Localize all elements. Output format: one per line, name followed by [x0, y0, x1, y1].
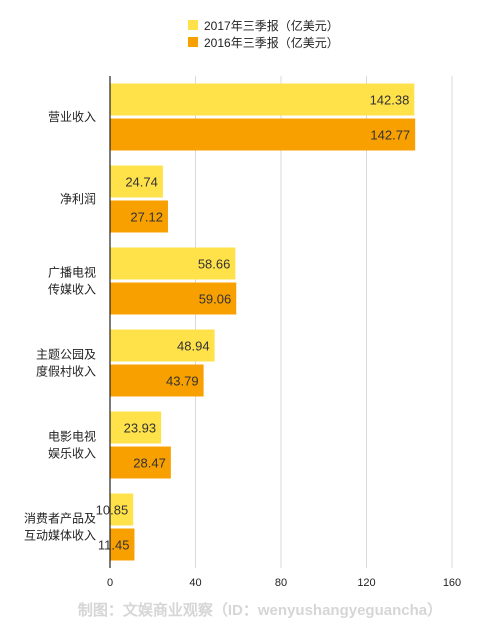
x-tick-label: 80: [275, 577, 287, 589]
data-label: 142.38: [370, 93, 410, 108]
bar: [110, 200, 168, 233]
data-label: 48.94: [177, 339, 210, 354]
x-tick-label: 120: [357, 577, 375, 589]
bar: [110, 364, 204, 397]
grid-lines: [195, 76, 453, 568]
x-tick-label: 160: [443, 577, 461, 589]
data-label: 10.85: [96, 503, 129, 518]
legend-swatch: [188, 20, 198, 30]
bar: [110, 282, 237, 315]
legend: 2017年三季报（亿美元） 2016年三季报（亿美元）: [188, 18, 339, 50]
legend-label: 2016年三季报（亿美元）: [204, 35, 339, 50]
data-label: 28.47: [133, 456, 166, 471]
category-label: 主题公园及度假村收入: [36, 348, 96, 379]
bar: [110, 118, 416, 151]
bars: 142.38 142.77 24.74 27.12 58.66 59.06 48.94 43.…: [96, 83, 416, 561]
category-label: 电影电视娱乐收入: [48, 429, 96, 461]
bar: [110, 411, 162, 444]
x-tick-label: 40: [189, 577, 201, 589]
data-label: 58.66: [198, 257, 231, 272]
bar: [110, 247, 236, 280]
legend-label: 2017年三季报（亿美元）: [204, 18, 339, 33]
bar: [110, 493, 134, 526]
bar: [110, 528, 135, 561]
x-tick-label: 0: [107, 577, 113, 589]
legend-swatch: [188, 37, 198, 47]
bar: [110, 446, 171, 479]
data-label: 43.79: [166, 374, 199, 389]
data-label: 24.74: [125, 175, 158, 190]
axes: 0 40 80 120 160 营业收入净利润广播电视传媒收入主题公园及度假村收入电影电视…: [24, 76, 461, 589]
data-label: 27.12: [130, 210, 163, 225]
bar: [110, 83, 415, 116]
data-label: 59.06: [199, 292, 232, 307]
bar: [110, 329, 215, 362]
category-label: 净利润: [60, 192, 96, 206]
watermark-text: 制图：文娱商业观察（ID：wenyushangyeguancha）: [78, 601, 442, 619]
category-label: 营业收入: [48, 110, 96, 124]
data-label: 23.93: [124, 421, 157, 436]
category-label: 消费者产品及互动媒体收入: [24, 512, 96, 543]
data-label: 142.77: [370, 128, 410, 143]
bar: [110, 165, 163, 198]
category-label: 广播电视传媒收入: [48, 265, 96, 297]
data-label: 11.45: [98, 538, 130, 553]
